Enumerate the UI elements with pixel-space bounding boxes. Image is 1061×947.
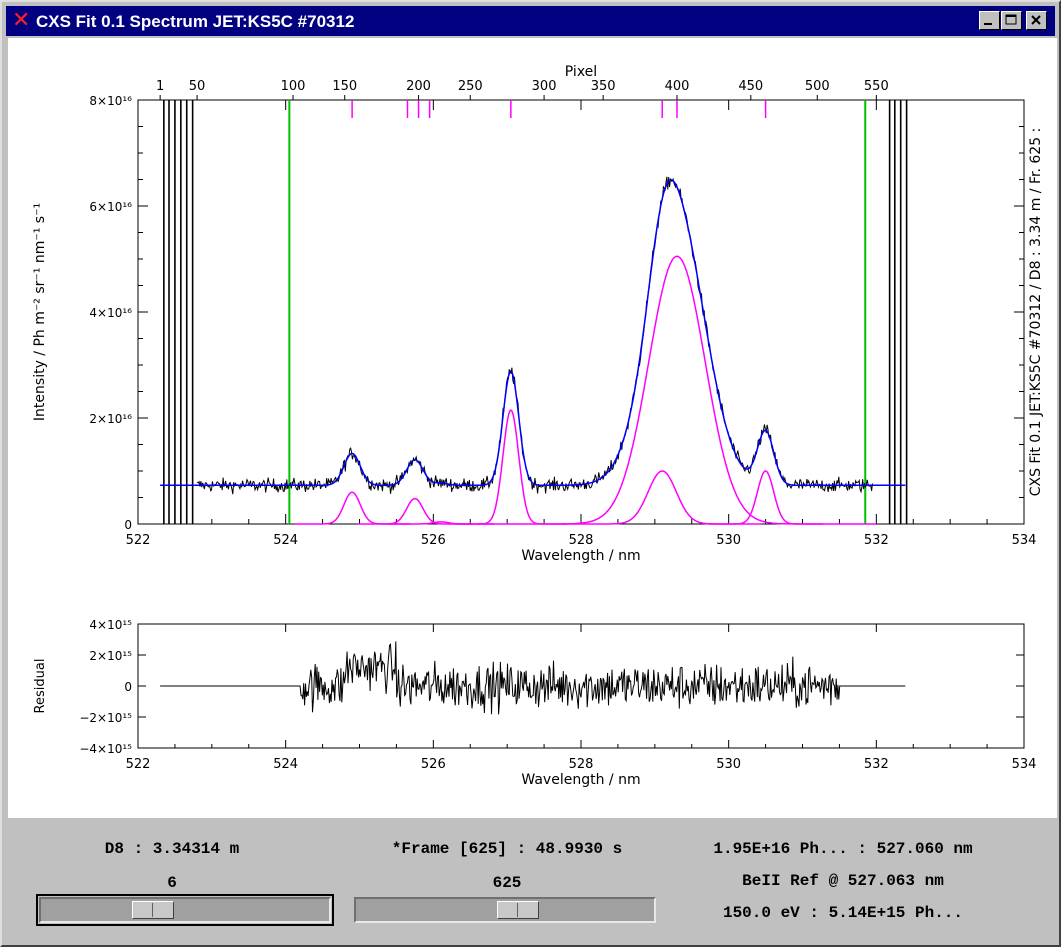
distance-slider-focus bbox=[36, 894, 334, 926]
component-curve-6 bbox=[708, 470, 824, 525]
y-tick-label: 6×10¹⁶ bbox=[89, 200, 132, 214]
pixel-tick-label: 150 bbox=[332, 79, 357, 94]
component-curve-3 bbox=[455, 409, 567, 525]
pixel-tick-label: 1 bbox=[156, 79, 164, 94]
spectrum-plots: 522 524 526 528 530 532 534 Wavelength / nm 0 2×1… bbox=[32, 64, 1044, 788]
y-tick-label: 0 bbox=[124, 518, 132, 532]
x-tick-label: 528 bbox=[569, 533, 594, 548]
x-tick-label: 534 bbox=[1012, 533, 1037, 548]
component-curve-1 bbox=[357, 497, 473, 525]
right-info-label: CXS Fit 0.1 JET:KS5C #70312 / D8 : 3.34 … bbox=[1028, 128, 1044, 497]
pixel-tick-label: 400 bbox=[665, 79, 690, 94]
x-tick-label: 524 bbox=[273, 533, 298, 548]
distance-slider-thumb[interactable] bbox=[132, 901, 175, 919]
pixel-tick-label: 500 bbox=[805, 79, 830, 94]
close-icon bbox=[1031, 15, 1041, 25]
x-logo-icon[interactable]: ✕ bbox=[12, 8, 31, 33]
distance-slider-value: 6 bbox=[167, 874, 177, 892]
x-tick-label: 530 bbox=[716, 533, 741, 548]
spectrum-data-line bbox=[197, 176, 873, 495]
pixel-axis-label: Pixel bbox=[565, 64, 597, 80]
res-y-axis-label: Residual bbox=[33, 659, 48, 714]
y-tick-label: 2×10¹⁶ bbox=[89, 412, 132, 426]
component-curve-4 bbox=[562, 470, 762, 525]
pixel-tick-label: 250 bbox=[458, 79, 483, 94]
res-x-axis-label: Wavelength / nm bbox=[521, 772, 640, 788]
fit-curve-line bbox=[160, 179, 906, 487]
pixel-tick-label: 450 bbox=[738, 79, 763, 94]
close-button[interactable] bbox=[1026, 11, 1047, 30]
x-tick-label: 522 bbox=[126, 533, 151, 548]
plot-canvas: 522 524 526 528 530 532 534 Wavelength / nm 0 2×1… bbox=[8, 38, 1057, 818]
x-axis-label: Wavelength / nm bbox=[521, 548, 640, 564]
residual-data-line bbox=[160, 641, 906, 715]
frame-label: *Frame [625] : 48.9930 s bbox=[391, 840, 623, 858]
minimize-icon bbox=[984, 23, 992, 25]
res-y-tick-label: −2×10¹⁵ bbox=[79, 711, 132, 725]
pixel-tick-label: 300 bbox=[532, 79, 557, 94]
distance-slider[interactable] bbox=[39, 897, 331, 923]
res-x-tick-label: 530 bbox=[716, 757, 741, 772]
title-bar[interactable]: ✕ CXS Fit 0.1 Spectrum JET:KS5C #70312 bbox=[6, 6, 1055, 36]
res-x-tick-label: 526 bbox=[421, 757, 446, 772]
pixel-tick-label: 100 bbox=[281, 79, 306, 94]
minimize-button[interactable] bbox=[979, 11, 1000, 30]
res-y-tick-label: 0 bbox=[124, 680, 132, 694]
y-tick-label: 8×10¹⁶ bbox=[89, 94, 132, 108]
frame-slider[interactable] bbox=[354, 897, 656, 923]
temperature-label: 150.0 eV : 5.14E+15 Ph... bbox=[722, 904, 964, 922]
pixel-tick-label: 50 bbox=[189, 79, 206, 94]
pixel-tick-label: 550 bbox=[864, 79, 889, 94]
maximize-icon bbox=[1005, 14, 1017, 25]
pixel-tick-label: 350 bbox=[591, 79, 616, 94]
y-tick-label: 4×10¹⁶ bbox=[89, 306, 132, 320]
x-tick-label: 526 bbox=[421, 533, 446, 548]
res-y-tick-label: 4×10¹⁵ bbox=[89, 618, 132, 632]
res-x-tick-label: 532 bbox=[864, 757, 889, 772]
frame-slider-thumb[interactable] bbox=[496, 901, 539, 919]
frame-slider-value: 625 bbox=[492, 874, 522, 892]
pixel-tick-label: 200 bbox=[406, 79, 431, 94]
res-x-tick-label: 534 bbox=[1012, 757, 1037, 772]
res-x-tick-label: 528 bbox=[569, 757, 594, 772]
main-plot-frame bbox=[137, 99, 1025, 525]
res-x-tick-label: 522 bbox=[126, 757, 151, 772]
component-curve-0 bbox=[294, 491, 410, 525]
distance-label: D8 : 3.34314 m bbox=[104, 840, 240, 858]
x-tick-label: 532 bbox=[864, 533, 889, 548]
res-x-tick-label: 524 bbox=[273, 757, 298, 772]
maximize-button[interactable] bbox=[1001, 11, 1022, 30]
window-title: CXS Fit 0.1 Spectrum JET:KS5C #70312 bbox=[36, 12, 355, 31]
res-y-tick-label: 2×10¹⁵ bbox=[89, 649, 132, 663]
y-axis-label: Intensity / Ph m⁻² sr⁻¹ nm⁻¹ s⁻¹ bbox=[32, 203, 48, 421]
line-info-label: 1.95E+16 Ph... : 527.060 nm bbox=[713, 840, 973, 858]
reference-label: BeII Ref @ 527.063 nm bbox=[742, 872, 944, 890]
res-y-tick-label: −4×10¹⁵ bbox=[79, 742, 132, 756]
